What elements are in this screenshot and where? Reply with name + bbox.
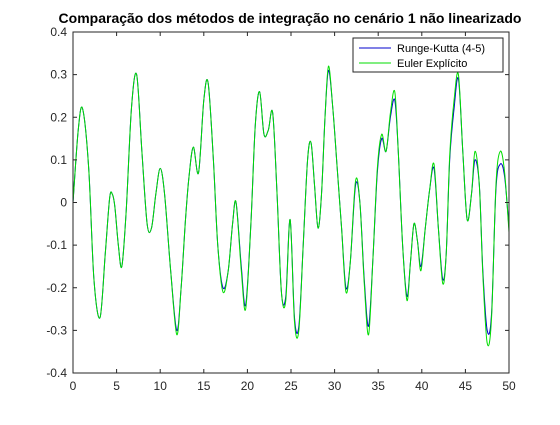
series-line-euler — [72, 65, 510, 347]
x-tick-label: 20 — [241, 379, 255, 393]
x-tick-label: 10 — [154, 379, 168, 393]
x-tick-label: 30 — [328, 379, 342, 393]
plot-area — [73, 32, 509, 373]
axes: 0 5 10 15 20 25 30 35 40 45 50 -0.4 -0.3 -0.2 -0.1 0 0.1… — [46, 25, 516, 393]
x-tick-label: 25 — [284, 379, 298, 393]
x-tick-label: 40 — [415, 379, 429, 393]
x-tick-label: 15 — [197, 379, 211, 393]
y-tick-label: 0 — [60, 196, 67, 210]
series-layer — [72, 65, 510, 347]
y-tick-label: 0.2 — [50, 110, 67, 124]
y-tick-label: -0.4 — [46, 366, 67, 380]
y-tick-label: 0.4 — [50, 25, 67, 39]
x-tick-label: 50 — [502, 379, 516, 393]
x-tick-label: 45 — [459, 379, 473, 393]
x-tick-label: 35 — [372, 379, 386, 393]
x-tick-label: 0 — [70, 379, 77, 393]
y-tick-label: -0.3 — [46, 323, 67, 337]
legend-label: Runge-Kutta (4-5) — [397, 43, 485, 55]
y-tick-label: -0.2 — [46, 281, 67, 295]
y-tick-label: -0.1 — [46, 238, 67, 252]
y-tick-label: 0.3 — [50, 68, 67, 82]
legend-box — [352, 37, 504, 73]
x-tick-label: 5 — [113, 379, 120, 393]
legend-label: Euler Explícito — [397, 58, 467, 70]
chart-title: Comparação dos métodos de integração no … — [59, 10, 522, 26]
legend: Runge-Kutta (4-5) Euler Explícito — [352, 37, 504, 73]
y-tick-label: 0.1 — [50, 153, 67, 167]
